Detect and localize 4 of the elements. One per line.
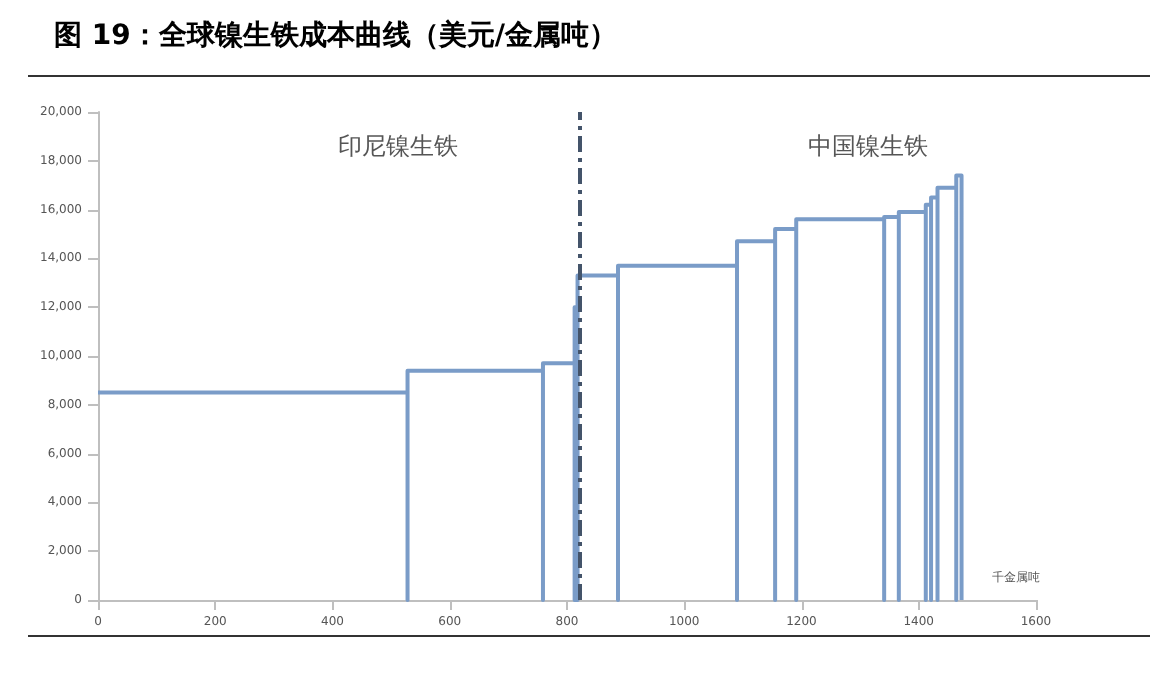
annotation: 中国镍生铁: [808, 132, 928, 160]
line-series: [96, 173, 964, 602]
annotation: 印尼镍生铁: [338, 132, 458, 160]
chart-title: 图 19：全球镍生铁成本曲线（美元/金属吨）: [54, 18, 617, 52]
